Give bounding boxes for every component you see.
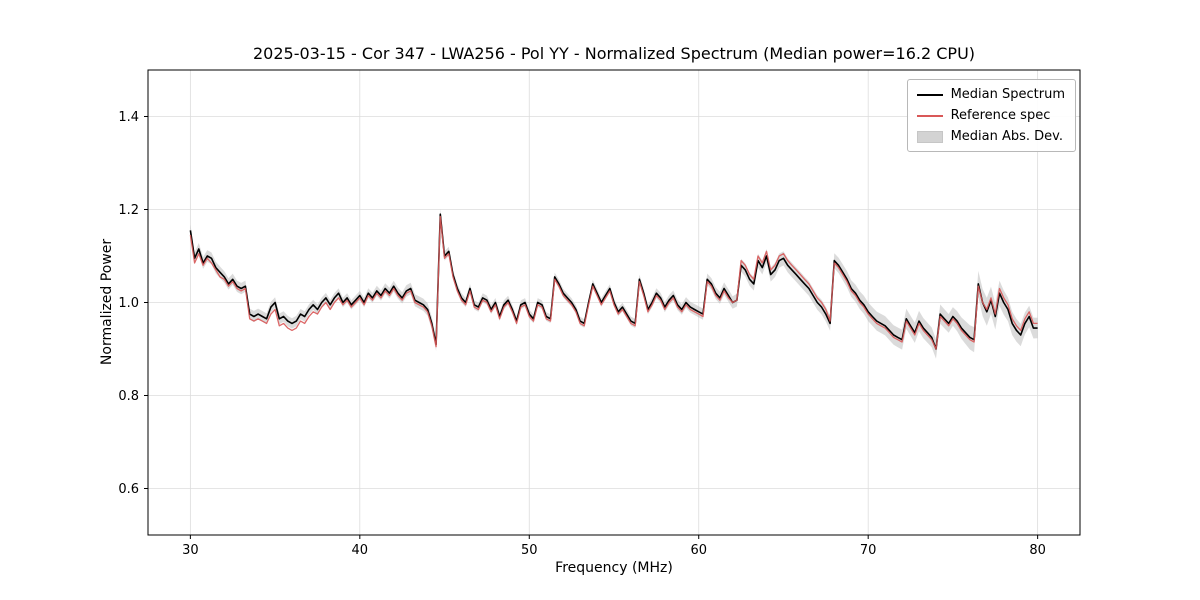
reference-spec-line: [189, 215, 1038, 350]
y-axis-label: Normalized Power: [99, 238, 115, 366]
reference-spec-line-swatch: [916, 114, 943, 117]
legend-label-reference-spec: Reference spec: [950, 108, 1051, 123]
legend-item-median-spectrum: Median Spectrum: [916, 87, 1065, 102]
legend-item-reference-spec: Reference spec: [916, 108, 1065, 123]
median-spectrum-line-swatch: [916, 93, 943, 96]
legend-label-median-abs-dev: Median Abs. Dev.: [950, 129, 1064, 144]
median-abs-dev-patch-swatch: [916, 130, 943, 143]
legend-item-median-abs-dev: Median Abs. Dev.: [916, 129, 1065, 144]
legend: Median Spectrum Reference spec Median Ab…: [906, 79, 1076, 152]
x-axis-label: Frequency (MHz): [555, 560, 673, 576]
x-tick-label: 40: [352, 543, 369, 558]
x-tick-label: 50: [521, 543, 538, 558]
y-tick-label: 0.6: [118, 482, 139, 497]
x-tick-label: 70: [860, 543, 877, 558]
chart-title: 2025-03-15 - Cor 347 - LWA256 - Pol YY -…: [252, 44, 976, 63]
median-abs-dev-band: [190, 208, 1038, 359]
y-tick-label: 0.8: [118, 389, 139, 404]
legend-label-median-spectrum: Median Spectrum: [950, 87, 1065, 102]
y-tick-label: 1.0: [118, 296, 139, 311]
x-tick-label: 30: [182, 543, 199, 558]
median-spectrum-line: [189, 213, 1038, 350]
x-tick-label: 60: [690, 543, 707, 558]
x-tick-label: 80: [1029, 543, 1046, 558]
y-tick-label: 1.2: [118, 203, 139, 218]
y-tick-label: 1.4: [118, 110, 139, 125]
